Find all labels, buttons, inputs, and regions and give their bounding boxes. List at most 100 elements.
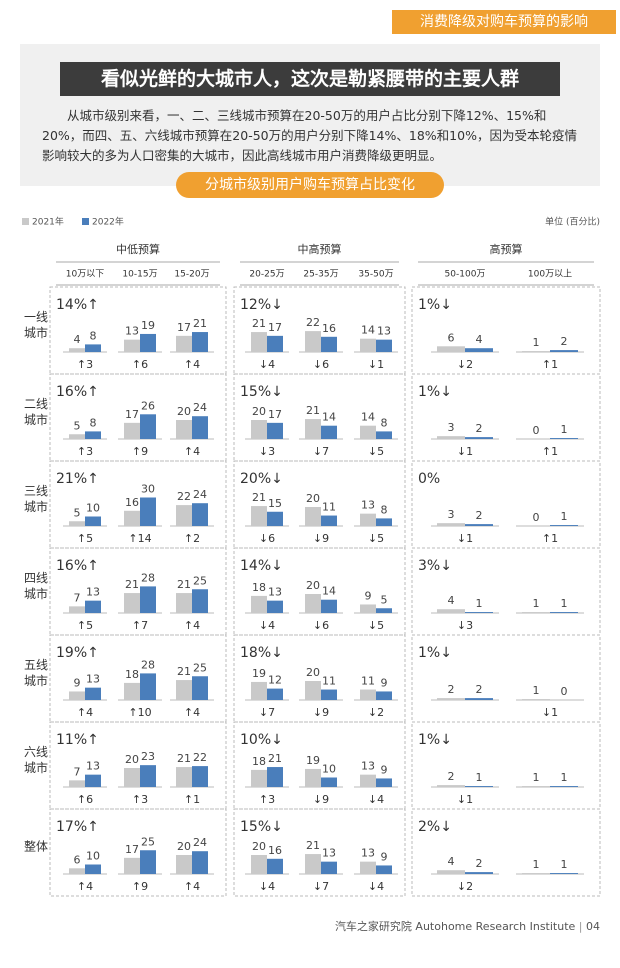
bar [176, 420, 192, 439]
change-label: ↑4 [184, 880, 200, 893]
bar [305, 681, 321, 700]
bar-label: 9 [381, 763, 388, 776]
bar-label: 17 [177, 321, 191, 334]
bar [437, 346, 465, 352]
bar [360, 604, 376, 613]
bar [192, 676, 208, 700]
bar [267, 422, 283, 439]
bar-label: 8 [381, 416, 388, 429]
row-label: 二线城市 [24, 397, 48, 427]
change-label: ↓6 [259, 532, 275, 545]
bar [522, 699, 550, 700]
cell-total: 1%↓ [418, 645, 452, 661]
change-label: ↑2 [184, 532, 200, 545]
bar-label: 16 [268, 844, 282, 857]
bar-label: 19 [306, 754, 320, 767]
bar [465, 437, 493, 439]
change-label: ↓1 [457, 532, 473, 545]
change-label: ↑10 [128, 706, 151, 719]
bar-label: 7 [74, 765, 81, 778]
bar-label: 13 [361, 760, 375, 773]
bar-label: 30 [141, 483, 155, 496]
change-label: ↑4 [184, 445, 200, 458]
footer-page: 04 [586, 920, 600, 933]
bar-label: 11 [322, 675, 336, 688]
bar-label: 5 [74, 419, 81, 432]
bar-label: 2 [561, 335, 568, 348]
bar [360, 513, 376, 526]
bar-label: 14 [322, 411, 336, 424]
bar [376, 778, 392, 787]
title: 看似光鲜的大城市人，这次是勒紧腰带的主要人群 [60, 62, 560, 96]
bar [267, 600, 283, 613]
cell-total: 17%↑ [56, 819, 99, 835]
change-label: ↑4 [77, 706, 93, 719]
bar [465, 612, 493, 613]
cell-border [411, 634, 601, 723]
change-label: ↑3 [77, 445, 93, 458]
bar-label: 2 [476, 509, 483, 522]
legend-swatch [22, 218, 29, 225]
bar [267, 858, 283, 874]
bar-label: 28 [141, 571, 155, 584]
row-label: 五线城市 [24, 658, 48, 688]
bar-label: 20 [252, 840, 266, 853]
bar [85, 774, 101, 787]
change-label: ↑4 [77, 880, 93, 893]
change-label: ↑4 [184, 358, 200, 371]
bar [140, 586, 156, 613]
bar [376, 339, 392, 352]
change-label: ↓3 [259, 445, 275, 458]
bar-label: 21 [252, 317, 266, 330]
bar-label: 14 [361, 324, 375, 337]
bar-label: 15 [268, 497, 282, 510]
category: 10-15万 [122, 270, 157, 280]
bar [305, 507, 321, 526]
bar-label: 24 [193, 836, 207, 849]
bar [267, 688, 283, 700]
legend-label: 2022年 [92, 216, 124, 228]
bar [305, 594, 321, 613]
bar [124, 339, 140, 352]
bar [360, 338, 376, 352]
bar [360, 689, 376, 700]
category: 15-20万 [174, 270, 209, 280]
bar [85, 344, 101, 352]
bar [69, 780, 85, 787]
bar-label: 21 [306, 404, 320, 417]
bar-label: 13 [322, 847, 336, 860]
cell-total: 16%↑ [56, 558, 99, 574]
group-name: 高预算 [490, 242, 523, 256]
bar-label: 22 [306, 316, 320, 329]
bar-label: 12 [268, 674, 282, 687]
category: 50-100万 [445, 270, 486, 280]
change-label: ↓5 [368, 532, 384, 545]
bar-label: 1 [476, 597, 483, 610]
bar [376, 608, 392, 613]
bar [360, 861, 376, 874]
legend-swatch [82, 218, 89, 225]
bar [176, 593, 192, 613]
bar [522, 612, 550, 613]
bar-label: 14 [322, 585, 336, 598]
bar [437, 609, 465, 613]
bar-label: 9 [381, 850, 388, 863]
bar [192, 766, 208, 787]
row-label: 整体 [24, 839, 48, 854]
bar-label: 25 [141, 835, 155, 848]
bar-label: 14 [361, 411, 375, 424]
bar-label: 6 [448, 331, 455, 344]
footer: 汽车之家研究院 Autohome Research Institute | 04 [0, 918, 600, 934]
bar-label: 2 [476, 857, 483, 870]
bar [251, 855, 267, 874]
bar-label: 3 [448, 421, 455, 434]
bar-label: 1 [476, 771, 483, 784]
bar [437, 785, 465, 787]
bar [140, 765, 156, 787]
bar-label: 21 [177, 752, 191, 765]
bar-label: 21 [193, 317, 207, 330]
bar [437, 870, 465, 874]
bar-label: 21 [306, 839, 320, 852]
bar-label: 1 [561, 423, 568, 436]
